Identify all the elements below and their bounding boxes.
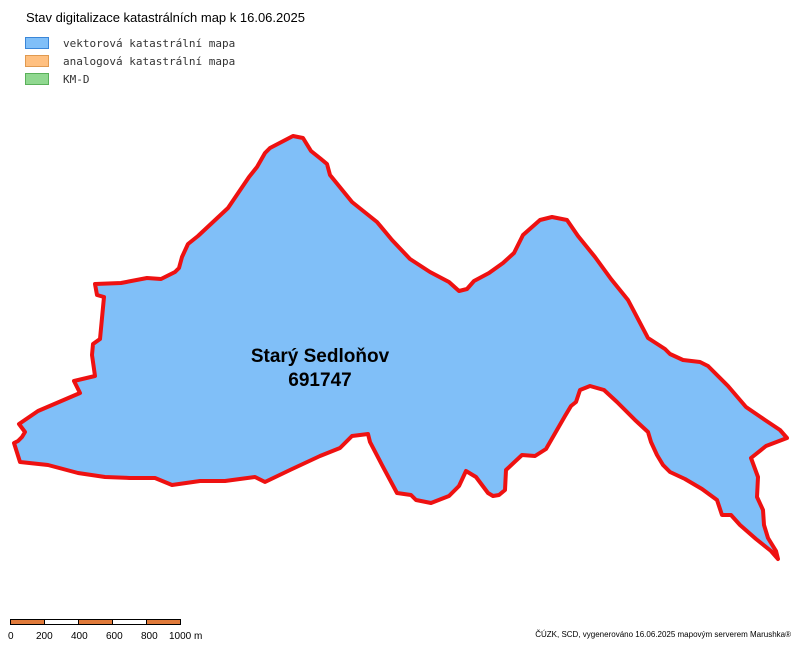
legend-item-analog-map: analogová katastrální mapa xyxy=(25,52,235,70)
legend-label-vector: vektorová katastrální mapa xyxy=(63,36,236,50)
parcel-code-label: 691747 xyxy=(288,370,351,391)
legend-swatch-analog xyxy=(25,55,49,67)
scale-tick-label: 200 xyxy=(36,631,53,642)
scale-segment xyxy=(10,619,45,625)
legend-swatch-km-d xyxy=(25,73,49,85)
map-attribution: ČÚZK, SCD, vygenerováno 16.06.2025 mapov… xyxy=(535,630,791,639)
scale-bar-segments xyxy=(10,619,210,625)
scale-labels: 0 200 400 600 800 1000 m xyxy=(8,631,210,645)
scale-tick-label: 800 xyxy=(141,631,158,642)
legend-label-km-d: KM-D xyxy=(63,72,90,86)
scale-segment xyxy=(44,619,79,625)
parcel-name-label: Starý Sedloňov xyxy=(251,346,390,367)
legend-label-analog: analogová katastrální mapa xyxy=(63,54,236,68)
legend-swatch-vector xyxy=(25,37,49,49)
legend-item-vector-map: vektorová katastrální mapa xyxy=(25,34,235,52)
legend: vektorová katastrální mapa analogová kat… xyxy=(25,34,235,88)
map-title: Stav digitalizace katastrálních map k 16… xyxy=(26,10,305,25)
scale-segment xyxy=(146,619,181,625)
scale-tick-label: 1000 m xyxy=(169,631,203,642)
legend-item-km-d: KM-D xyxy=(25,70,235,88)
scale-segment xyxy=(78,619,113,625)
scale-segment xyxy=(112,619,147,625)
cadastral-area-polygon[interactable] xyxy=(12,134,789,561)
scale-tick-label: 600 xyxy=(106,631,123,642)
scale-tick-label: 400 xyxy=(71,631,88,642)
scale-tick-label: 0 xyxy=(8,631,14,642)
scale-bar: 0 200 400 600 800 1000 m xyxy=(8,619,210,645)
